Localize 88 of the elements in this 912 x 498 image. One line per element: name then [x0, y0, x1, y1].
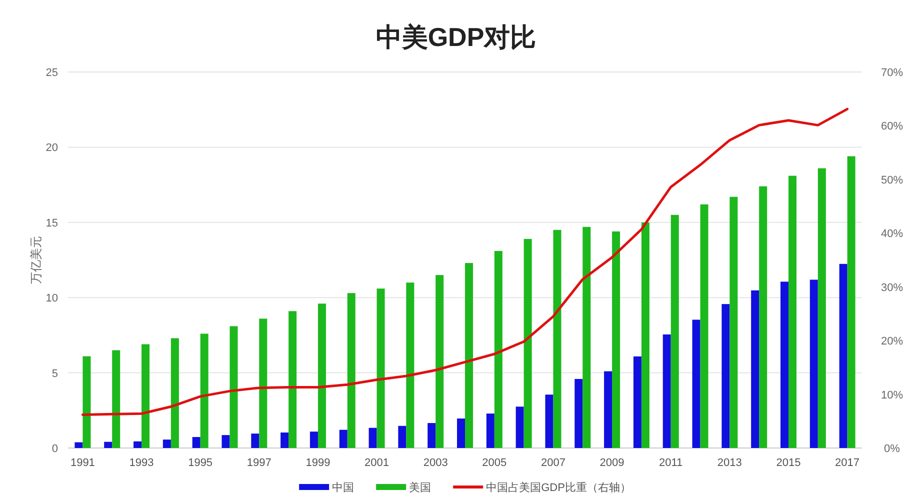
legend-label: 美国	[409, 481, 432, 494]
bar	[839, 264, 848, 448]
bar	[670, 214, 679, 448]
x-tick-label: 1991	[70, 457, 95, 469]
bar	[818, 168, 826, 448]
bar	[82, 356, 91, 448]
x-tick-label: 2009	[600, 457, 624, 469]
bar	[662, 334, 671, 448]
y2-tick-label: 60%	[880, 120, 904, 133]
bar	[553, 230, 562, 448]
bar	[162, 440, 171, 448]
bar	[318, 304, 326, 448]
x-tick-label: 2011	[659, 457, 683, 469]
bar	[376, 288, 385, 448]
legend-label: 中国	[332, 481, 354, 494]
bar	[288, 311, 297, 448]
bar	[436, 275, 444, 448]
bar	[722, 304, 730, 448]
bar	[112, 350, 120, 448]
bar	[347, 293, 356, 448]
bar	[494, 250, 502, 448]
bar	[516, 406, 524, 448]
bar	[574, 378, 583, 448]
bar	[612, 231, 620, 448]
bar	[700, 204, 708, 448]
x-tick-label: 2013	[717, 457, 742, 469]
bar	[406, 282, 414, 448]
bar	[545, 394, 554, 448]
y-axis-title: 万亿美元	[29, 236, 43, 284]
y-tick-label: 25	[46, 67, 58, 79]
x-tick-label: 1993	[129, 457, 154, 469]
bar	[847, 156, 856, 448]
bar	[142, 344, 150, 448]
x-tick-label: 1995	[188, 457, 213, 469]
bar	[222, 435, 230, 448]
bar	[428, 423, 436, 448]
bar	[730, 196, 738, 448]
x-tick-label: 2003	[423, 457, 448, 469]
bar	[280, 432, 289, 448]
x-tick-label: 1997	[246, 457, 272, 469]
y2-tick-label: 20%	[880, 336, 904, 348]
bar	[810, 280, 818, 448]
bar	[259, 318, 268, 448]
bar	[486, 414, 494, 448]
legend-label: 中国占美国GDP比重（右轴）	[486, 481, 631, 494]
bar	[633, 356, 642, 448]
bar	[251, 434, 260, 448]
y-tick-label: 15	[46, 217, 58, 230]
bar	[465, 263, 473, 448]
bar	[788, 176, 796, 448]
bar	[192, 437, 200, 448]
bar	[759, 186, 768, 448]
y-tick-label: 10	[46, 292, 58, 305]
bar	[368, 428, 377, 448]
y-tick-label: 20	[46, 142, 58, 154]
bar	[230, 326, 238, 448]
y2-tick-label: 70%	[880, 67, 904, 79]
bar	[398, 426, 406, 448]
bar	[170, 338, 179, 448]
y2-tick-label: 0%	[884, 443, 900, 455]
bar	[74, 442, 83, 448]
y2-tick-label: 30%	[880, 282, 904, 294]
x-tick-label: 2001	[364, 457, 390, 469]
bar	[200, 334, 208, 448]
bar	[310, 432, 318, 448]
x-tick-label: 1999	[306, 457, 330, 469]
y2-tick-label: 10%	[880, 389, 904, 402]
y-tick-label: 5	[52, 368, 58, 380]
chart-title: 中美GDP对比	[376, 22, 536, 52]
bar	[104, 442, 112, 448]
bar	[751, 290, 760, 448]
y2-tick-label: 50%	[880, 174, 904, 186]
line-series	[81, 108, 849, 416]
x-tick-label: 2005	[482, 457, 507, 469]
bar	[604, 371, 612, 448]
bar	[780, 282, 788, 448]
bar	[339, 430, 348, 448]
y-tick-label: 0	[52, 443, 58, 455]
bar	[582, 226, 591, 448]
bar	[692, 320, 700, 448]
bar	[524, 238, 532, 448]
y2-tick-label: 40%	[880, 228, 904, 240]
x-tick-label: 2015	[776, 457, 801, 469]
bar	[641, 222, 650, 448]
bar	[457, 418, 465, 448]
bar	[134, 441, 142, 448]
x-tick-label: 2007	[540, 457, 566, 469]
x-tick-label: 2017	[835, 457, 860, 469]
